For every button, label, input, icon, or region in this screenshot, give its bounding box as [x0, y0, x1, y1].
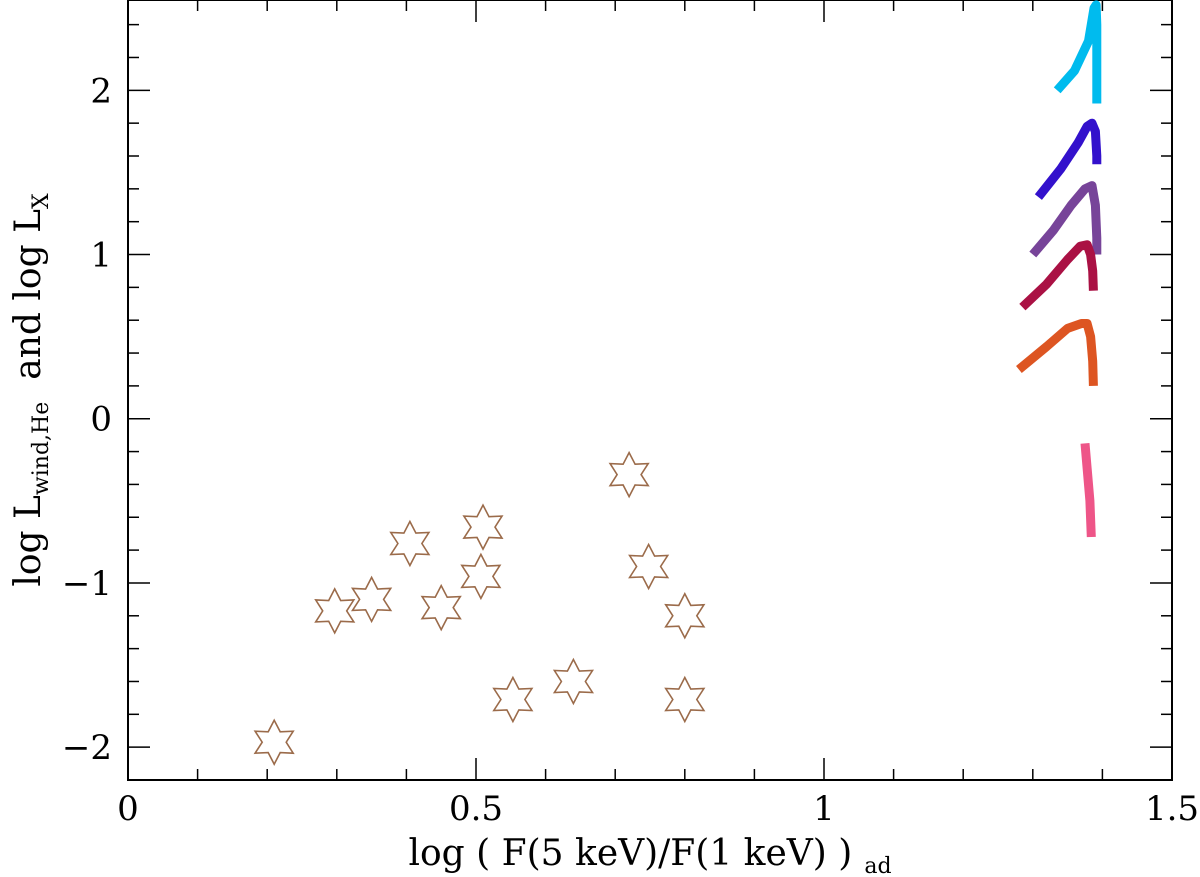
star-point: [664, 675, 706, 724]
y-tick-label: 2: [90, 71, 112, 111]
star-point: [608, 450, 650, 499]
x-axis-label: log ( F(5 keV)/F(1 keV) ): [408, 833, 852, 874]
tick-labels: 0 0.5 1 1.5 −2 −1 0 1 2: [62, 71, 1199, 829]
star-point: [389, 519, 431, 568]
model-curve: [1029, 181, 1102, 258]
y-tick-label: −1: [62, 564, 112, 604]
star-point: [492, 675, 534, 724]
star-point: [552, 657, 595, 706]
x-tick-label: 1: [813, 789, 835, 829]
star-point: [664, 592, 706, 640]
x-axis-title: log ( F(5 keV)/F(1 keV) ) ad: [408, 833, 891, 877]
x-tick-label: 1.5: [1145, 789, 1199, 829]
x-tick-label: 0: [117, 789, 139, 829]
model-curve: [1034, 118, 1102, 200]
x-axis-subscript: ad: [864, 854, 891, 877]
star-point: [460, 552, 502, 601]
plot-frame: [127, 0, 1173, 781]
star-point: [350, 575, 393, 624]
y-tick-label: −2: [62, 728, 112, 768]
star-point: [420, 583, 462, 632]
y-axis-x-subscript: X: [29, 193, 54, 209]
star-point: [253, 718, 295, 766]
y-axis-wind-subscript: wind,He: [29, 402, 54, 495]
model-curves: [1016, 0, 1102, 538]
model-curve: [1016, 319, 1098, 387]
star-point: [462, 503, 504, 551]
y-axis-log-label: log L: [8, 495, 49, 587]
model-curve: [1019, 240, 1098, 311]
x-tick-label: 0.5: [449, 789, 503, 829]
y-axis-and-label: and log L: [8, 209, 49, 380]
star-point: [314, 587, 356, 635]
y-tick-label: 1: [90, 236, 112, 276]
axis-ticks: [127, 0, 1173, 781]
y-tick-label: 0: [90, 400, 112, 440]
observed-stars: [253, 450, 706, 766]
model-curve: [1080, 443, 1096, 538]
y-axis-title: log Lwind,He and log LX: [8, 193, 54, 587]
star-point: [628, 542, 670, 591]
model-curve: [1053, 0, 1102, 104]
